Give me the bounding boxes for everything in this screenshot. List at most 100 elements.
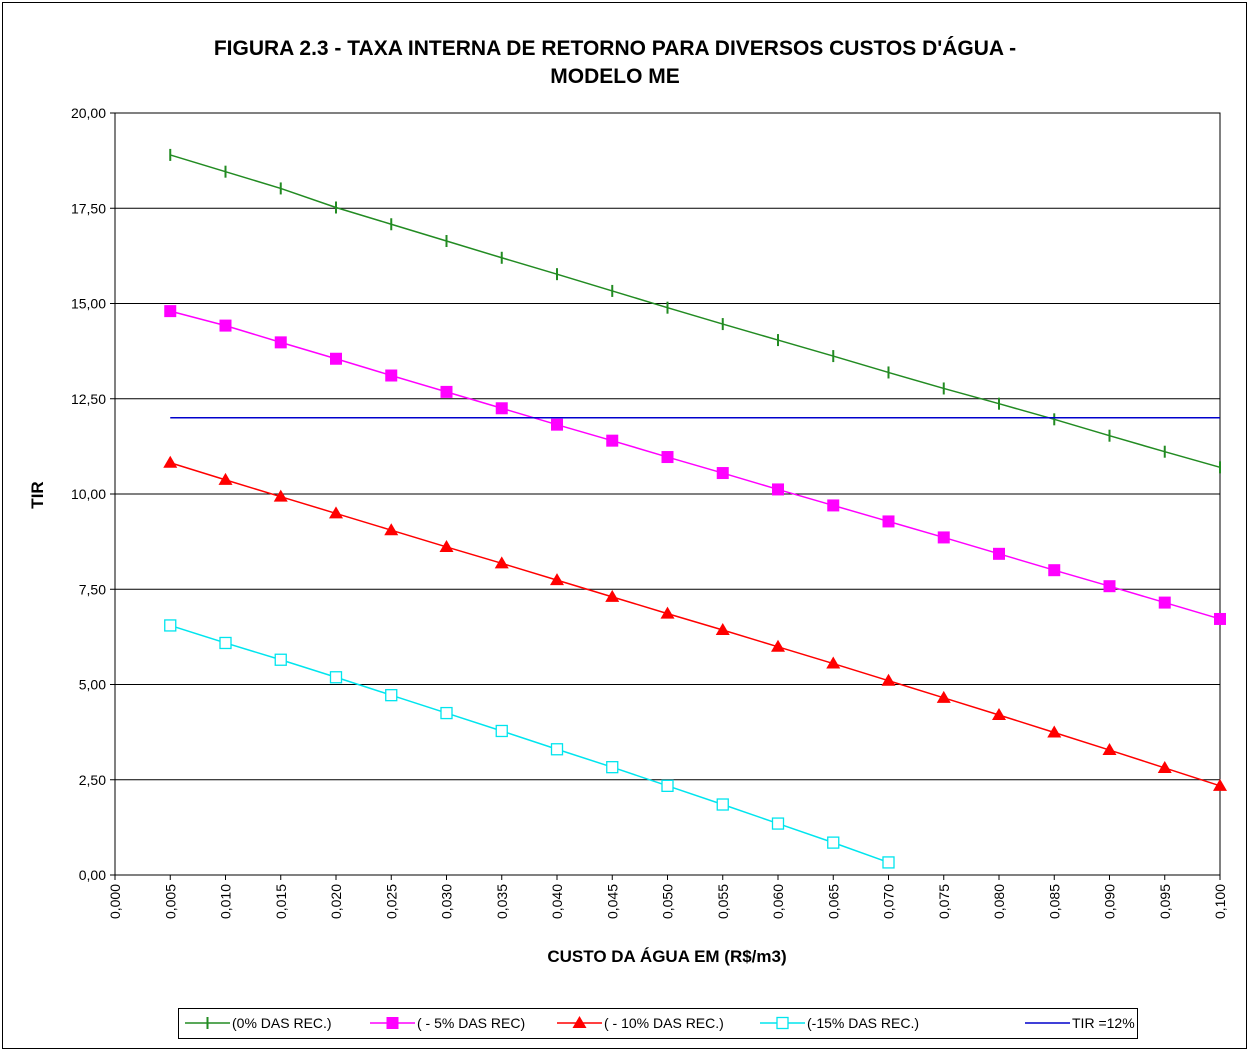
legend-item: ( - 10% DAS REC.) bbox=[557, 1015, 724, 1031]
series bbox=[164, 619, 895, 869]
point-marker bbox=[661, 779, 674, 792]
x-tick-label: 0,000 bbox=[107, 884, 123, 919]
x-tick-label: 0,025 bbox=[383, 884, 399, 919]
y-tick-label: 17,50 bbox=[71, 200, 106, 216]
point-marker bbox=[218, 472, 233, 485]
x-tick-label: 0,010 bbox=[218, 884, 234, 919]
series-line bbox=[170, 310, 1221, 620]
series bbox=[169, 148, 1221, 474]
point-marker bbox=[219, 319, 232, 332]
point-marker bbox=[827, 836, 840, 849]
point-marker bbox=[551, 418, 563, 431]
point-marker bbox=[440, 385, 453, 398]
point-marker bbox=[572, 1016, 587, 1028]
legend-label: (0% DAS REC.) bbox=[232, 1015, 332, 1031]
point-marker bbox=[164, 305, 177, 318]
point-marker bbox=[439, 539, 454, 552]
legend-box bbox=[178, 1008, 1138, 1039]
point-marker bbox=[1048, 564, 1061, 577]
point-marker bbox=[385, 369, 398, 382]
legend-item: (0% DAS REC.) bbox=[185, 1015, 332, 1031]
point-marker bbox=[329, 671, 343, 684]
point-marker bbox=[776, 1016, 789, 1030]
point-marker bbox=[992, 707, 1006, 720]
x-tick-label: 0,050 bbox=[660, 884, 676, 919]
x-tick-label: 0,040 bbox=[549, 884, 565, 919]
series-line bbox=[170, 154, 1221, 469]
point-marker bbox=[881, 673, 896, 686]
x-tick-label: 0,005 bbox=[162, 884, 178, 919]
point-marker bbox=[771, 639, 785, 652]
point-marker bbox=[1157, 760, 1172, 773]
point-marker bbox=[386, 1017, 399, 1029]
x-tick-label: 0,060 bbox=[770, 884, 786, 919]
x-tick-label: 0,090 bbox=[1102, 884, 1118, 919]
y-tick-label: 15,00 bbox=[71, 296, 106, 312]
series-line bbox=[170, 462, 1221, 787]
chart-title: FIGURA 2.3 - TAXA INTERNA DE RETORNO PAR… bbox=[214, 37, 1016, 60]
point-marker bbox=[716, 467, 729, 480]
point-marker bbox=[219, 636, 232, 650]
point-marker bbox=[827, 499, 840, 512]
point-marker bbox=[715, 623, 730, 636]
y-tick-label: 0,00 bbox=[79, 867, 106, 883]
legend-item: TIR =12% bbox=[1025, 1015, 1135, 1031]
point-marker bbox=[993, 547, 1005, 560]
point-marker bbox=[605, 589, 620, 602]
point-marker bbox=[882, 856, 895, 869]
point-marker bbox=[274, 653, 287, 666]
legend-item: ( - 5% DAS REC) bbox=[370, 1015, 525, 1031]
x-tick-label: 0,030 bbox=[439, 884, 455, 919]
x-tick-label: 0,020 bbox=[328, 884, 344, 919]
point-marker bbox=[937, 531, 950, 544]
point-marker bbox=[440, 706, 453, 720]
series-line bbox=[170, 624, 889, 864]
y-tick-label: 20,00 bbox=[71, 105, 106, 121]
point-marker bbox=[606, 761, 619, 774]
point-marker bbox=[385, 689, 398, 702]
x-axis-title: CUSTO DA ÁGUA EM (R$/m3) bbox=[547, 947, 786, 966]
point-marker bbox=[826, 656, 841, 669]
x-tick-label: 0,045 bbox=[604, 884, 620, 919]
legend-label: (-15% DAS REC.) bbox=[807, 1015, 919, 1031]
series bbox=[163, 455, 1227, 791]
point-marker bbox=[1103, 580, 1116, 593]
point-marker bbox=[771, 817, 785, 830]
point-marker bbox=[273, 489, 288, 502]
y-tick-label: 12,50 bbox=[71, 391, 106, 407]
point-marker bbox=[494, 556, 509, 569]
x-tick-label: 0,015 bbox=[273, 884, 289, 919]
x-tick-label: 0,080 bbox=[991, 884, 1007, 919]
y-tick-label: 7,50 bbox=[79, 581, 106, 597]
point-marker bbox=[1214, 612, 1226, 625]
point-marker bbox=[329, 506, 343, 519]
point-marker bbox=[1213, 778, 1227, 791]
point-marker bbox=[274, 336, 287, 349]
x-tick-label: 0,085 bbox=[1046, 884, 1062, 919]
legend-label: ( - 5% DAS REC) bbox=[417, 1015, 525, 1031]
point-marker bbox=[163, 455, 178, 468]
y-axis-title: TIR bbox=[28, 481, 47, 508]
point-marker bbox=[936, 690, 951, 703]
x-tick-label: 0,075 bbox=[936, 884, 952, 919]
legend-label: TIR =12% bbox=[1072, 1015, 1135, 1031]
x-tick-label: 0,100 bbox=[1212, 884, 1228, 919]
x-tick-label: 0,070 bbox=[881, 884, 897, 919]
x-tick-label: 0,055 bbox=[715, 884, 731, 919]
series bbox=[164, 305, 1226, 625]
point-marker bbox=[882, 515, 895, 528]
point-marker bbox=[384, 523, 399, 536]
point-marker bbox=[330, 352, 342, 365]
point-marker bbox=[661, 451, 674, 464]
y-tick-label: 2,50 bbox=[79, 772, 106, 788]
legend-item: (-15% DAS REC.) bbox=[760, 1015, 919, 1031]
point-marker bbox=[495, 402, 508, 415]
point-marker bbox=[772, 483, 784, 496]
point-marker bbox=[1102, 743, 1117, 756]
point-marker bbox=[550, 743, 564, 756]
point-marker bbox=[716, 798, 729, 811]
x-tick-label: 0,065 bbox=[825, 884, 841, 919]
point-marker bbox=[550, 573, 564, 586]
y-tick-label: 10,00 bbox=[71, 486, 106, 502]
